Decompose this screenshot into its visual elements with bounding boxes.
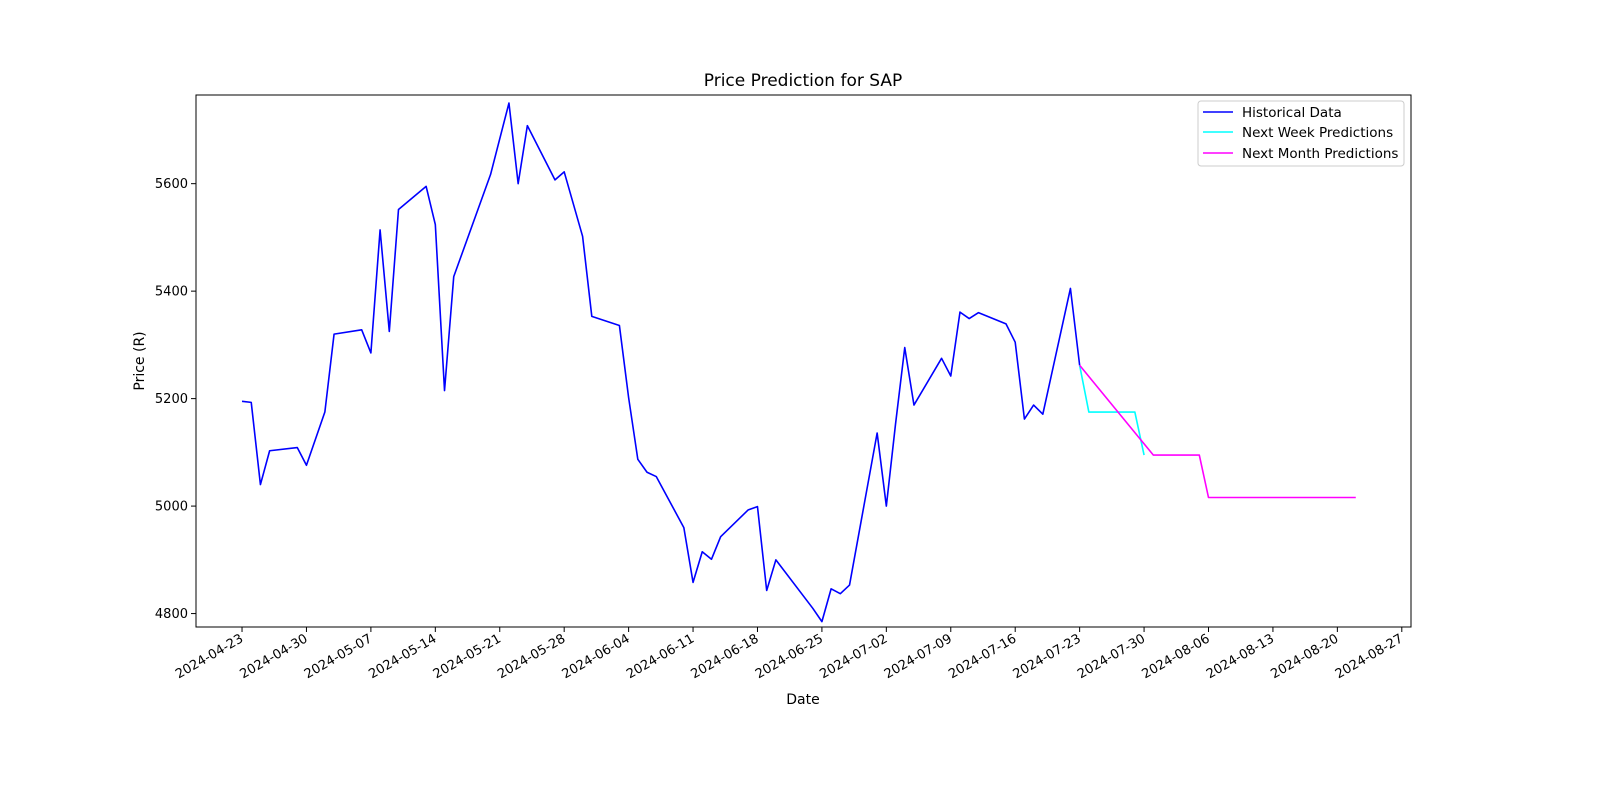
series-line-next-week-predictions — [1078, 365, 1145, 456]
series-line-next-month-predictions — [1079, 364, 1356, 499]
x-axis-title: Date — [786, 692, 819, 708]
y-tick-label: 5200 — [155, 392, 188, 407]
y-tick-label: 5000 — [155, 500, 188, 515]
chart-title: Price Prediction for SAP — [704, 71, 903, 91]
y-axis-title: Price (R) — [132, 331, 148, 390]
y-tick-label: 4800 — [155, 607, 188, 622]
series-layer — [241, 102, 1356, 623]
legend-box — [1197, 100, 1405, 167]
series-line-historical-data — [241, 102, 1081, 623]
y-axis: 4800 5000 5200 5400 5600 — [155, 177, 196, 622]
legend-label-historical: Historical Data — [1242, 105, 1342, 121]
legend-label-next-month: Next Month Predictions — [1242, 146, 1398, 162]
y-tick-label: 5600 — [155, 177, 188, 192]
legend: Historical Data Next Week Predictions Ne… — [1197, 100, 1405, 167]
legend-label-next-week: Next Week Predictions — [1242, 125, 1393, 141]
plot-frame — [195, 94, 1412, 628]
plot-area — [196, 95, 1411, 627]
y-tick-label: 5400 — [155, 285, 188, 300]
